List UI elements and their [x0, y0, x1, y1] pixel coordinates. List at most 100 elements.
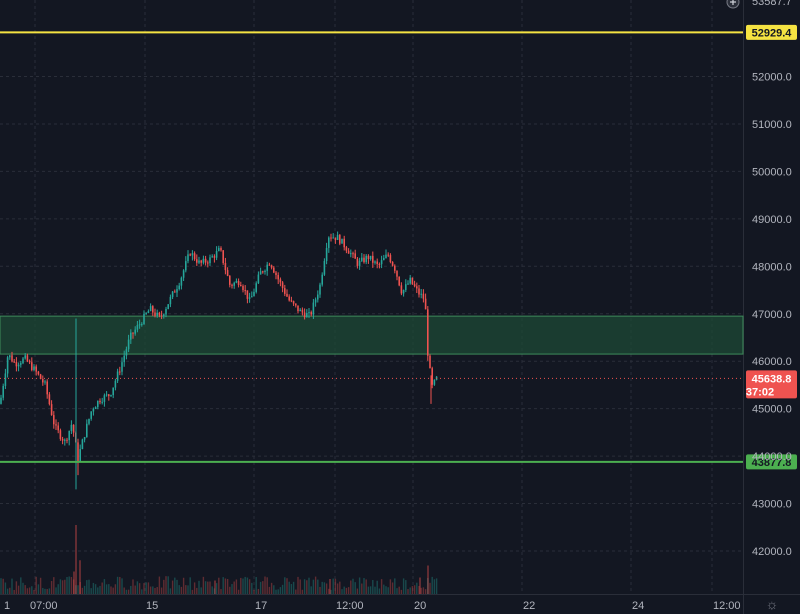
volume-bar — [433, 579, 436, 594]
volume-bar — [103, 579, 106, 594]
candle — [97, 400, 99, 410]
volume-bar — [20, 577, 22, 594]
candle — [17, 362, 20, 372]
candle — [356, 256, 359, 269]
volume-bar — [229, 586, 231, 594]
volume-bar — [66, 576, 68, 594]
candle — [13, 358, 15, 363]
candle — [193, 251, 196, 261]
candle — [147, 309, 150, 314]
candle — [248, 292, 251, 303]
candle — [99, 398, 101, 405]
volume-bar — [92, 582, 95, 594]
plus-circle-icon[interactable] — [726, 0, 740, 9]
candle — [94, 406, 97, 410]
candle — [319, 282, 321, 298]
volume-layer — [0, 525, 438, 594]
volume-bar — [435, 578, 438, 594]
candle — [119, 366, 121, 376]
candle — [242, 284, 244, 293]
volume-bar — [141, 589, 143, 594]
volume-bar — [286, 578, 288, 594]
candle — [9, 354, 11, 360]
candle — [0, 394, 2, 405]
candle — [235, 278, 238, 284]
volume-bar — [376, 580, 378, 594]
gear-icon[interactable]: ☼ — [765, 596, 779, 612]
candle — [86, 419, 88, 438]
candle — [275, 270, 277, 280]
volume-bar — [57, 584, 59, 594]
candle — [407, 280, 409, 285]
candle — [345, 245, 348, 254]
volume-bar — [380, 579, 383, 594]
volume-bar — [416, 582, 418, 594]
volume-bar — [273, 585, 275, 594]
volume-bar — [277, 589, 279, 594]
volume-bar — [99, 585, 101, 594]
volume-bar — [352, 578, 354, 594]
candle — [22, 357, 24, 365]
volume-bar — [329, 579, 331, 594]
volume-bar — [317, 579, 319, 594]
candle — [424, 293, 427, 310]
y-tick-label: 45000.0 — [752, 404, 792, 416]
volume-bar — [325, 583, 328, 594]
volume-bar — [39, 577, 42, 594]
candle — [26, 353, 29, 363]
volume-bar — [427, 578, 429, 594]
volume-bar — [154, 588, 156, 594]
candle — [409, 274, 411, 285]
candle — [431, 366, 433, 389]
candle — [189, 253, 191, 257]
volume-bar — [255, 577, 257, 594]
volume-bar — [312, 579, 315, 594]
volume-bar — [26, 588, 29, 594]
volume-bar — [411, 586, 414, 594]
volume-bar — [290, 584, 293, 594]
candle — [352, 251, 354, 259]
volume-bar — [242, 578, 244, 594]
candle — [323, 258, 326, 276]
candle — [336, 231, 339, 241]
candle — [158, 311, 161, 318]
volume-bar — [213, 588, 216, 594]
candle — [398, 276, 400, 287]
volume-bar — [68, 576, 70, 594]
volume-bar — [295, 589, 297, 594]
candle — [257, 271, 260, 284]
volume-bar — [422, 587, 425, 594]
volume-bar — [97, 587, 99, 594]
volume-bar — [308, 577, 310, 594]
volume-bar — [391, 582, 394, 594]
volume-bar — [321, 581, 323, 594]
volume-bar — [178, 585, 180, 594]
volume-bar — [132, 579, 134, 594]
candle — [191, 250, 194, 261]
candle — [284, 284, 286, 297]
volume-bar — [180, 586, 183, 594]
volume-bar — [394, 578, 396, 594]
volume-bar — [284, 577, 286, 594]
candle — [141, 322, 143, 327]
volume-bar — [24, 585, 26, 594]
x-tick-label: 07:00 — [30, 600, 58, 612]
volume-bar — [138, 583, 141, 594]
candle — [48, 392, 51, 406]
candle — [182, 269, 185, 282]
candle — [88, 418, 90, 426]
volume-bar — [116, 576, 119, 594]
y-tick-label: 50000.0 — [752, 166, 792, 178]
candle — [187, 250, 189, 264]
volume-bar — [119, 576, 121, 594]
candle — [136, 320, 139, 333]
volume-bar — [431, 576, 433, 594]
volume-bar — [292, 581, 295, 594]
volume-bar — [215, 583, 218, 594]
x-tick-label: 24 — [632, 600, 644, 612]
candle — [253, 288, 255, 297]
candle — [79, 444, 81, 463]
volume-bar — [396, 588, 398, 594]
candle — [429, 354, 431, 369]
